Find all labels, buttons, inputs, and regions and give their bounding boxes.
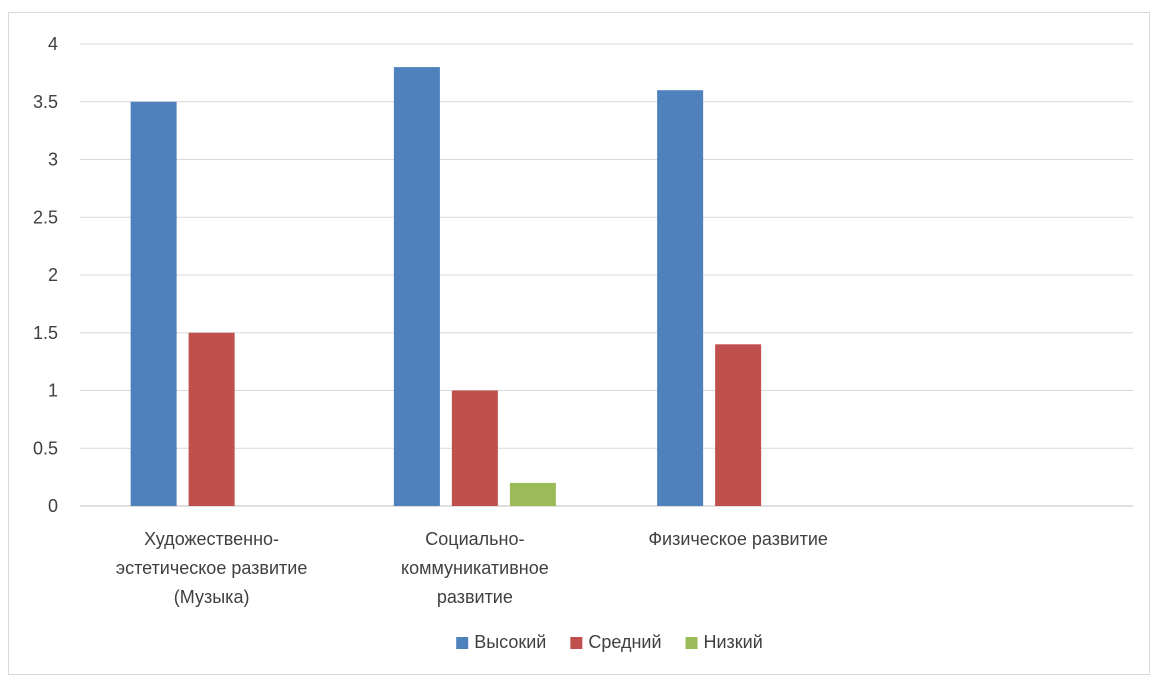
y-tick-label: 2.5 <box>33 207 58 227</box>
y-tick-label: 1.5 <box>33 323 58 343</box>
y-tick-label: 3.5 <box>33 92 58 112</box>
y-tick-label: 3 <box>48 150 58 170</box>
x-category-label: коммуникативное <box>401 558 549 578</box>
x-category-label: Физическое развитие <box>648 529 828 549</box>
bar-Средний <box>451 390 498 506</box>
legend-label: Средний <box>588 632 661 652</box>
bar-Высокий <box>130 101 177 506</box>
bar-Низкий <box>509 482 556 506</box>
x-category-label: развитие <box>437 587 513 607</box>
y-tick-label: 0 <box>48 496 58 516</box>
legend-label: Высокий <box>474 632 546 652</box>
bar-Высокий <box>657 90 704 506</box>
x-category-label: (Музыка) <box>174 587 250 607</box>
bar-Высокий <box>393 67 440 506</box>
bar-Средний <box>715 344 762 506</box>
x-category-label: эстетическое развитие <box>116 558 307 578</box>
y-tick-label: 1 <box>48 381 58 401</box>
y-tick-label: 4 <box>48 34 58 54</box>
y-tick-label: 0.5 <box>33 438 58 458</box>
legend-swatch <box>456 637 469 649</box>
legend-swatch <box>685 637 698 649</box>
bar-Средний <box>188 332 235 506</box>
legend-swatch <box>570 637 583 649</box>
y-tick-label: 2 <box>48 265 58 285</box>
legend-label: Низкий <box>704 632 763 652</box>
x-category-label: Художественно- <box>144 529 279 549</box>
x-category-label: Социально- <box>425 529 524 549</box>
